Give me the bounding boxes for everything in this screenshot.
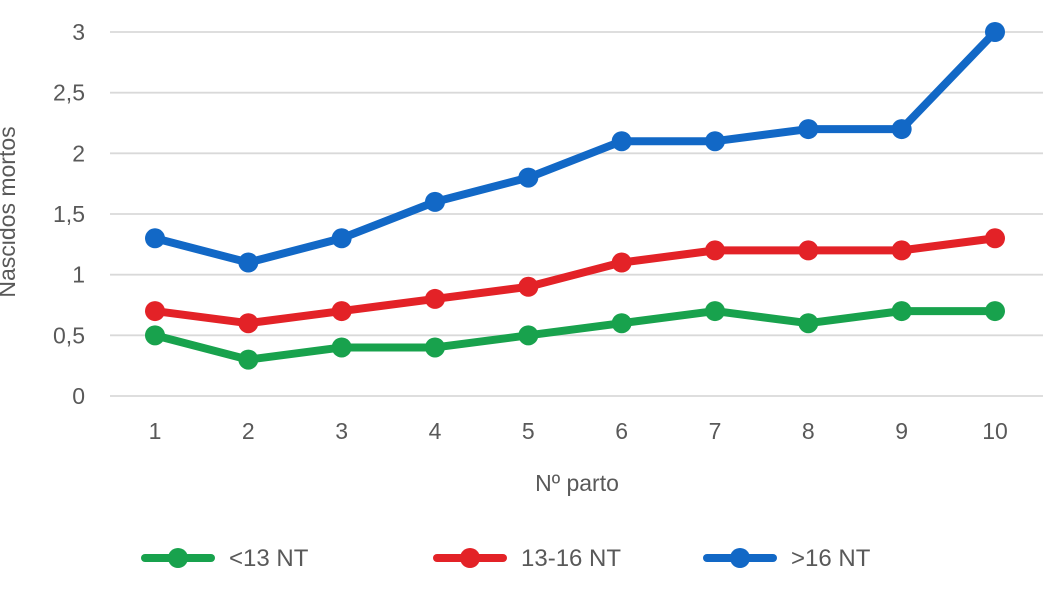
legend-marker-dot <box>730 548 750 568</box>
data-point <box>238 252 259 273</box>
legend-label: <13 NT <box>229 545 309 572</box>
data-point <box>611 131 632 152</box>
data-point <box>238 349 259 370</box>
legend-label: 13-16 NT <box>521 545 621 572</box>
data-point <box>331 228 352 249</box>
x-axis-tick-labels: 1 2 3 4 5 6 7 8 9 10 <box>149 418 1008 444</box>
data-point <box>425 337 445 358</box>
y-tick-label: 1,5 <box>53 201 85 227</box>
legend-item--16-nt: >16 NT <box>703 545 871 572</box>
x-tick-label: 2 <box>242 418 255 444</box>
data-point <box>798 313 819 334</box>
legend: <13 NT 13-16 NT >16 NT <box>141 545 871 572</box>
series-13-16-nt <box>145 228 1005 334</box>
y-tick-label: 0,5 <box>53 322 85 348</box>
y-tick-label: 2,5 <box>53 80 85 106</box>
data-point <box>611 313 632 334</box>
data-point <box>891 240 912 261</box>
data-point <box>331 337 352 358</box>
data-point <box>518 276 539 297</box>
data-point <box>145 325 165 346</box>
series-line <box>151 307 999 364</box>
legend-label: >16 NT <box>791 545 871 572</box>
data-point <box>425 288 445 309</box>
data-point <box>705 131 725 152</box>
data-point <box>985 228 1005 249</box>
data-point <box>145 301 165 322</box>
y-axis-title: Nascidos mortos <box>0 126 20 297</box>
x-tick-label: 6 <box>615 418 628 444</box>
legend-marker-dot <box>460 548 480 568</box>
data-point <box>705 240 725 261</box>
legend-item-13-16-nt: 13-16 NT <box>433 545 621 572</box>
data-point <box>331 301 352 322</box>
x-tick-label: 8 <box>802 418 815 444</box>
series-lines <box>145 22 1005 370</box>
data-point <box>145 228 165 249</box>
legend-marker-dot <box>168 548 188 568</box>
legend-item--13-nt: <13 NT <box>141 545 309 572</box>
data-point <box>518 167 539 188</box>
y-tick-label: 0 <box>72 383 85 409</box>
gridlines <box>110 31 1043 397</box>
data-point <box>891 301 912 322</box>
series--13-nt <box>145 301 1005 370</box>
series-line <box>151 234 999 328</box>
data-point <box>891 119 912 140</box>
data-point <box>798 119 819 140</box>
y-tick-label: 2 <box>72 140 85 166</box>
data-point <box>611 252 632 273</box>
y-axis-tick-labels: 0 0,5 1 1,5 2 2,5 3 <box>53 19 85 409</box>
x-tick-label: 3 <box>335 418 348 444</box>
x-tick-label: 10 <box>982 418 1008 444</box>
data-point <box>425 191 445 212</box>
x-tick-label: 7 <box>709 418 722 444</box>
y-tick-label: 1 <box>72 262 85 288</box>
x-tick-label: 4 <box>429 418 442 444</box>
data-point <box>238 313 259 334</box>
y-tick-label: 3 <box>72 19 85 45</box>
x-tick-label: 1 <box>149 418 162 444</box>
data-point <box>518 325 539 346</box>
data-point <box>705 301 725 322</box>
data-point <box>798 240 819 261</box>
x-tick-label: 5 <box>522 418 535 444</box>
series--16-nt <box>145 22 1005 273</box>
x-tick-label: 9 <box>895 418 908 444</box>
data-point <box>985 22 1005 42</box>
x-axis-title: Nº parto <box>535 470 619 496</box>
data-point <box>985 301 1005 322</box>
series-line <box>151 28 999 267</box>
